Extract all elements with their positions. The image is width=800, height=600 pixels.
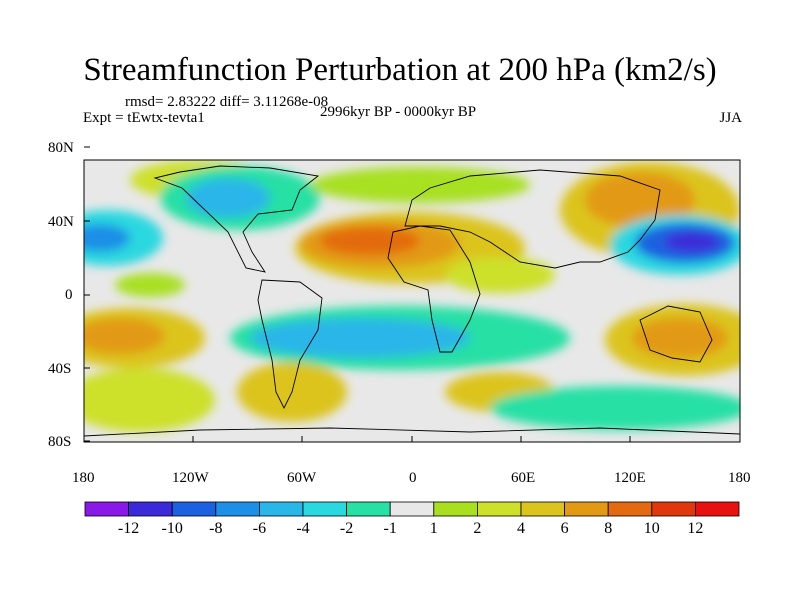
colorbar-swatch-14 [695,501,740,517]
coastlines [84,165,740,437]
lat-label-0: 0 [65,287,73,303]
colorbar-swatch-1 [128,501,173,517]
low-central-pacific-core [84,224,130,252]
colorbar-swatch-4 [258,501,304,517]
colorbar: -12 -10 -8 -6 -4 -2 -1 1 2 4 6 8 10 12 [84,501,740,537]
low-north-america-core [186,178,270,218]
colorbar-swatch-9 [476,501,522,517]
high-arabia [445,257,555,293]
high-atlantic-core [320,227,420,255]
lon-label-0: 0 [409,470,417,486]
colorbar-swatch-3 [215,501,260,517]
colorbar-label: -10 [162,520,183,537]
colorbar-label: 12 [687,520,703,537]
coast-africa [387,225,481,353]
colorbar-swatch-12 [607,501,653,517]
season-label: JJA [719,110,742,126]
coast-antarctica [84,427,740,437]
lat-label-40s: 40S [48,361,72,377]
colorbar-label: -2 [340,520,353,537]
colorbar-label: -8 [209,520,222,537]
high-tropical-pacific [115,273,185,297]
colorbar-label: 8 [604,520,612,537]
coast-australia [639,305,713,363]
lon-label-180e: 180 [728,470,751,486]
lon-label-120w: 120W [172,470,209,486]
colorbar-label: -12 [118,520,139,537]
colorbar-label: 1 [430,520,438,537]
low-south-atlantic-core [250,318,470,358]
low-southern-ocean [490,386,740,430]
colorbar-swatch-13 [651,501,696,517]
low-nw-pacific-core [664,232,720,252]
lon-label-120e: 120E [614,470,646,486]
colorbar-swatch-7 [389,501,435,517]
contour-field [84,160,740,442]
colorbar-label: 10 [644,520,660,537]
lon-label-180w: 180 [72,470,95,486]
lat-label-80s: 80S [48,434,72,450]
lat-label-80n: 80N [48,140,74,156]
rmsd-diff-stats: rmsd= 2.83222 diff= 3.11268e-08 [125,94,329,110]
colorbar-label: -6 [253,520,266,537]
colorbar-swatch-11 [564,501,609,517]
coast-eurasia [404,169,661,269]
high-drake-west [84,368,215,432]
colorbar-swatch-10 [520,501,565,517]
colorbar-label: 4 [517,520,525,537]
high-north-pacific-core [585,172,695,228]
high-se-pacific-core [84,318,165,354]
colorbar-swatch-0 [84,501,129,517]
colorbar-swatch-2 [171,501,217,517]
colorbar-label: 2 [473,520,481,537]
experiment-label: Expt = tEwtx-tevta1 [83,110,205,126]
colorbar-label: -1 [384,520,397,537]
axis-ticks [83,146,741,442]
coast-south-america [257,279,323,410]
colorbar-label: 6 [561,520,569,537]
plot-title: Streamfunction Perturbation at 200 hPa (… [83,52,717,88]
colorbar-label: -4 [296,520,309,537]
lat-label-40n: 40N [48,214,74,230]
high-eurasia-band [310,167,530,203]
colorbar-swatch-8 [433,501,478,517]
lon-label-60e: 60E [511,470,536,486]
period-label: 2996kyr BP - 0000kyr BP [320,104,477,120]
colorbar-swatch-5 [302,501,347,517]
lon-label-60w: 60W [287,470,317,486]
high-australia-core [632,318,728,358]
coast-north-america [153,165,320,273]
colorbar-swatch-6 [346,501,391,517]
